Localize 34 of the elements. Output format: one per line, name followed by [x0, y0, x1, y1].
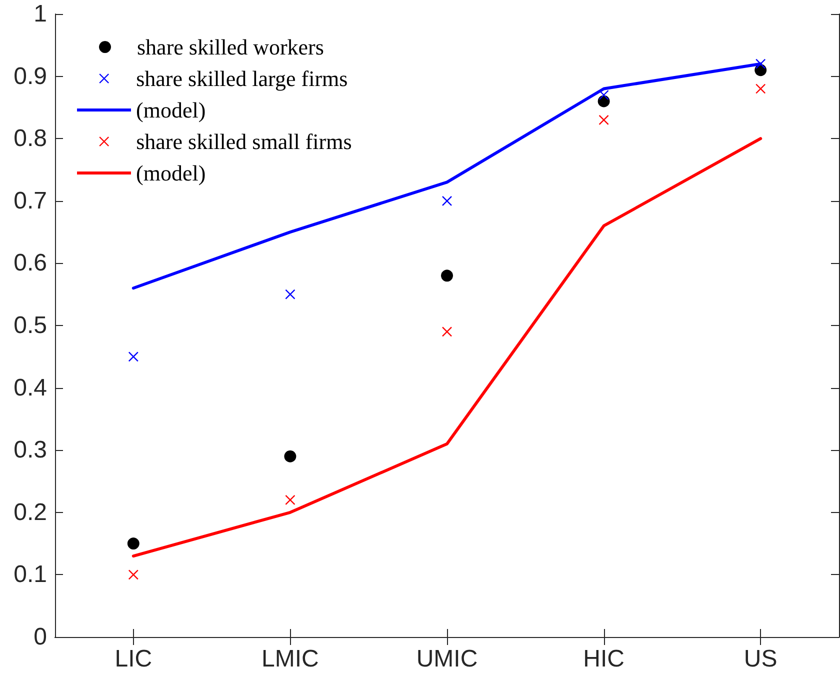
- y-tick-label: 0.3: [14, 436, 47, 464]
- y-tick-label: 0: [34, 624, 47, 650]
- y-tick-label: 0.9: [14, 62, 47, 90]
- y-tick-label: 0.7: [14, 187, 47, 214]
- y-tick-label: 0.5: [14, 312, 47, 339]
- point: [598, 114, 609, 126]
- x-tick-label: UMIC: [416, 646, 478, 672]
- x-tick-label: LMIC: [262, 646, 319, 672]
- point: [756, 84, 766, 94]
- point: [598, 90, 609, 100]
- point: [441, 270, 453, 282]
- x-tick-label: US: [744, 646, 778, 672]
- legend-label: (model): [136, 98, 206, 122]
- legend-label: share skilled workers: [137, 34, 324, 60]
- legend-label: share skilled large firms: [136, 66, 348, 91]
- y-tick-label: 0.6: [14, 250, 47, 277]
- point: [442, 196, 452, 206]
- point: [442, 326, 452, 337]
- y-tick-label: 0.8: [14, 125, 47, 152]
- legend-label: (model): [136, 160, 206, 186]
- y-tick-label: 1: [34, 0, 47, 28]
- point: [284, 450, 296, 462]
- legend-label: share skilled small firms: [136, 129, 352, 154]
- point: [285, 494, 296, 506]
- x-tick-label: HIC: [583, 646, 624, 672]
- y-tick-label: 0.4: [14, 374, 47, 402]
- point: [756, 58, 766, 69]
- point: [285, 289, 296, 300]
- y-tick-label: 0.2: [14, 498, 47, 526]
- x-tick-label: LIC: [114, 646, 152, 672]
- point: [128, 352, 138, 362]
- point: [127, 538, 140, 550]
- y-tick-label: 0.1: [14, 561, 47, 588]
- point: [128, 570, 138, 580]
